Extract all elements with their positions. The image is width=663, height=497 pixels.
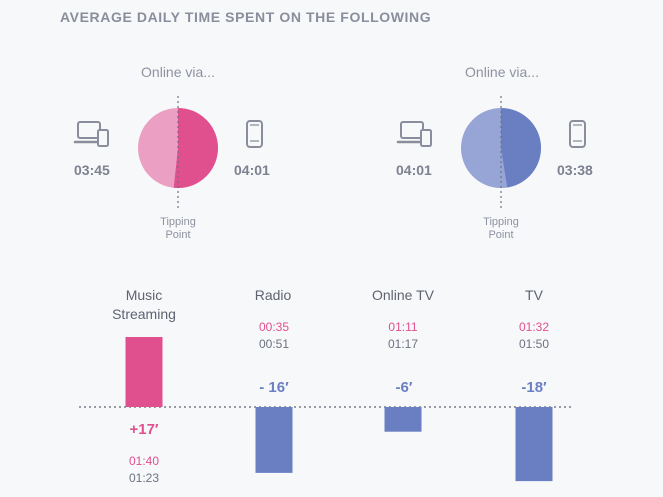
delta-label-tv: -18′ [521, 379, 547, 396]
pie-2-tipping-point: Tipping Point [461, 216, 541, 242]
category-label-radio: Radio [254, 287, 292, 303]
pie-slice-mobile [173, 108, 218, 188]
online-tv-time-pink: 01:11 [388, 320, 418, 334]
pie-1-computer-time: 03:45 [74, 162, 110, 178]
category-label-music-line-1: Music [125, 287, 163, 303]
bar-online-tv [384, 407, 422, 432]
pie-1-tipping-line-2: Point [165, 229, 191, 241]
pie-1-tipping-line-1: Tipping [160, 216, 196, 228]
music-time-gray: 01:23 [128, 471, 160, 485]
pie-1-mobile-time: 04:01 [234, 162, 270, 178]
category-label-online-tv: Online TV [372, 287, 434, 303]
pie-2-tipping-line-2: Point [488, 229, 514, 241]
laptop-icon [73, 121, 109, 147]
pie-2-tipping-line-1: Tipping [483, 216, 519, 228]
delta-label-online-tv: -6′ [395, 379, 413, 396]
smartphone-icon [569, 120, 586, 148]
pie-charts [138, 96, 542, 210]
laptop-icon [396, 121, 432, 147]
pie-1-tipping-point: Tipping Point [138, 216, 218, 242]
category-label-music-line-2: Streaming [112, 306, 176, 322]
category-label-tv: TV [525, 287, 543, 303]
delta-label-radio: - 16′ [259, 379, 289, 396]
pie-1-label: Online via... [141, 64, 215, 80]
music-time-pink: 01:40 [128, 454, 160, 468]
category-label-music-streaming: Music Streaming [89, 286, 199, 324]
pie-2-mobile-time: 03:38 [557, 162, 593, 178]
online-tv-time-gray: 01:17 [387, 337, 419, 351]
bar-chart [79, 337, 572, 482]
tv-time-gray: 01:50 [518, 337, 550, 351]
bar-music-streaming [125, 337, 163, 407]
pie-2-computer-time: 04:01 [396, 162, 432, 178]
pie-2-label: Online via... [465, 64, 539, 80]
pie-slice-mobile [501, 108, 542, 188]
delta-label-music-streaming: +17′ [129, 421, 159, 438]
radio-time-pink: 00:35 [258, 320, 290, 334]
bar-tv [515, 407, 553, 482]
chart-title: AVERAGE DAILY TIME SPENT ON THE FOLLOWIN… [60, 9, 432, 25]
bar-radio [255, 407, 293, 473]
smartphone-icon [246, 120, 263, 148]
tv-time-pink: 01:32 [518, 320, 550, 334]
radio-time-gray: 00:51 [258, 337, 290, 351]
